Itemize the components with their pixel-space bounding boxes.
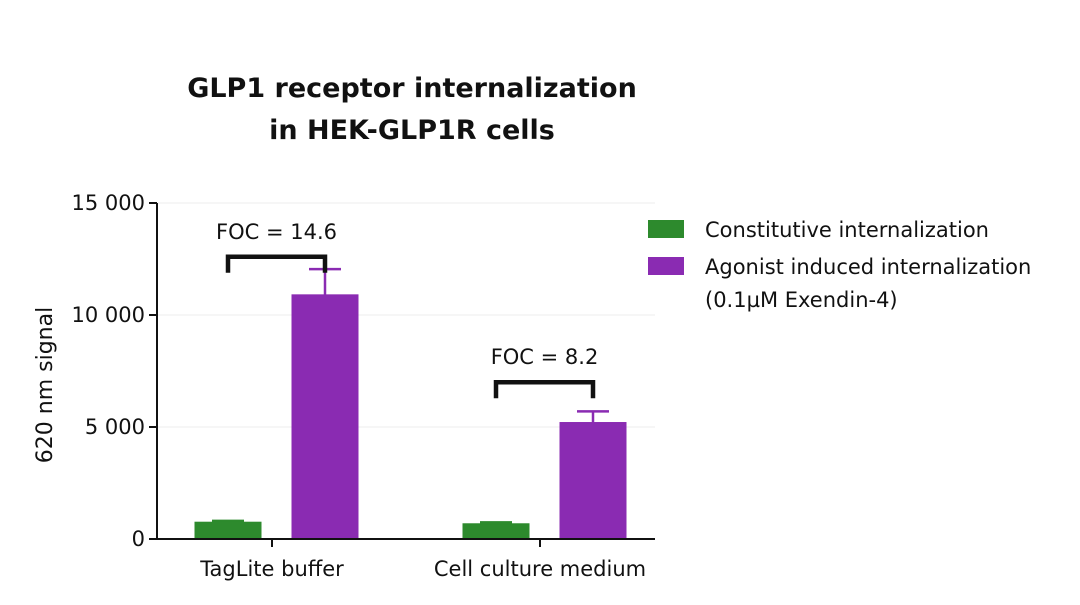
fold-change-label: FOC = 14.6 bbox=[216, 220, 337, 244]
annotations: FOC = 14.6 FOC = 8.2 bbox=[216, 220, 599, 399]
x-tick-label: Cell culture medium bbox=[434, 557, 646, 581]
significance-bracket bbox=[493, 379, 596, 399]
legend-label-line: Agonist induced internalization bbox=[705, 255, 1031, 279]
y-tick-label: 10 000 bbox=[72, 303, 145, 327]
bar bbox=[559, 422, 627, 540]
fold-change-label: FOC = 8.2 bbox=[491, 345, 599, 369]
bar bbox=[462, 523, 530, 540]
bars bbox=[194, 267, 627, 540]
y-tick-label: 0 bbox=[132, 527, 145, 551]
legend-swatch bbox=[648, 220, 684, 238]
y-tick-label: 15 000 bbox=[72, 191, 145, 215]
legend-label-line: (0.1µM Exendin-4) bbox=[705, 288, 898, 312]
chart-title-line: GLP1 receptor internalization bbox=[187, 73, 637, 104]
legend-label: Constitutive internalization bbox=[705, 218, 989, 242]
chart-title-line: in HEK-GLP1R cells bbox=[269, 115, 555, 146]
chart-title: GLP1 receptor internalization in HEK-GLP1… bbox=[187, 73, 637, 146]
y-tick-label: 5 000 bbox=[85, 415, 145, 439]
legend: Constitutive internalization Agonist indu… bbox=[648, 218, 1031, 312]
axes: 0 5 000 10 000 15 000 TagLite buffer Cell cul… bbox=[33, 191, 655, 581]
x-tick-label: TagLite buffer bbox=[199, 557, 344, 581]
legend-swatch bbox=[648, 257, 684, 275]
bar bbox=[194, 521, 262, 540]
bar bbox=[291, 294, 359, 540]
y-axis-title: 620 nm signal bbox=[33, 307, 58, 463]
significance-bracket bbox=[225, 254, 328, 273]
